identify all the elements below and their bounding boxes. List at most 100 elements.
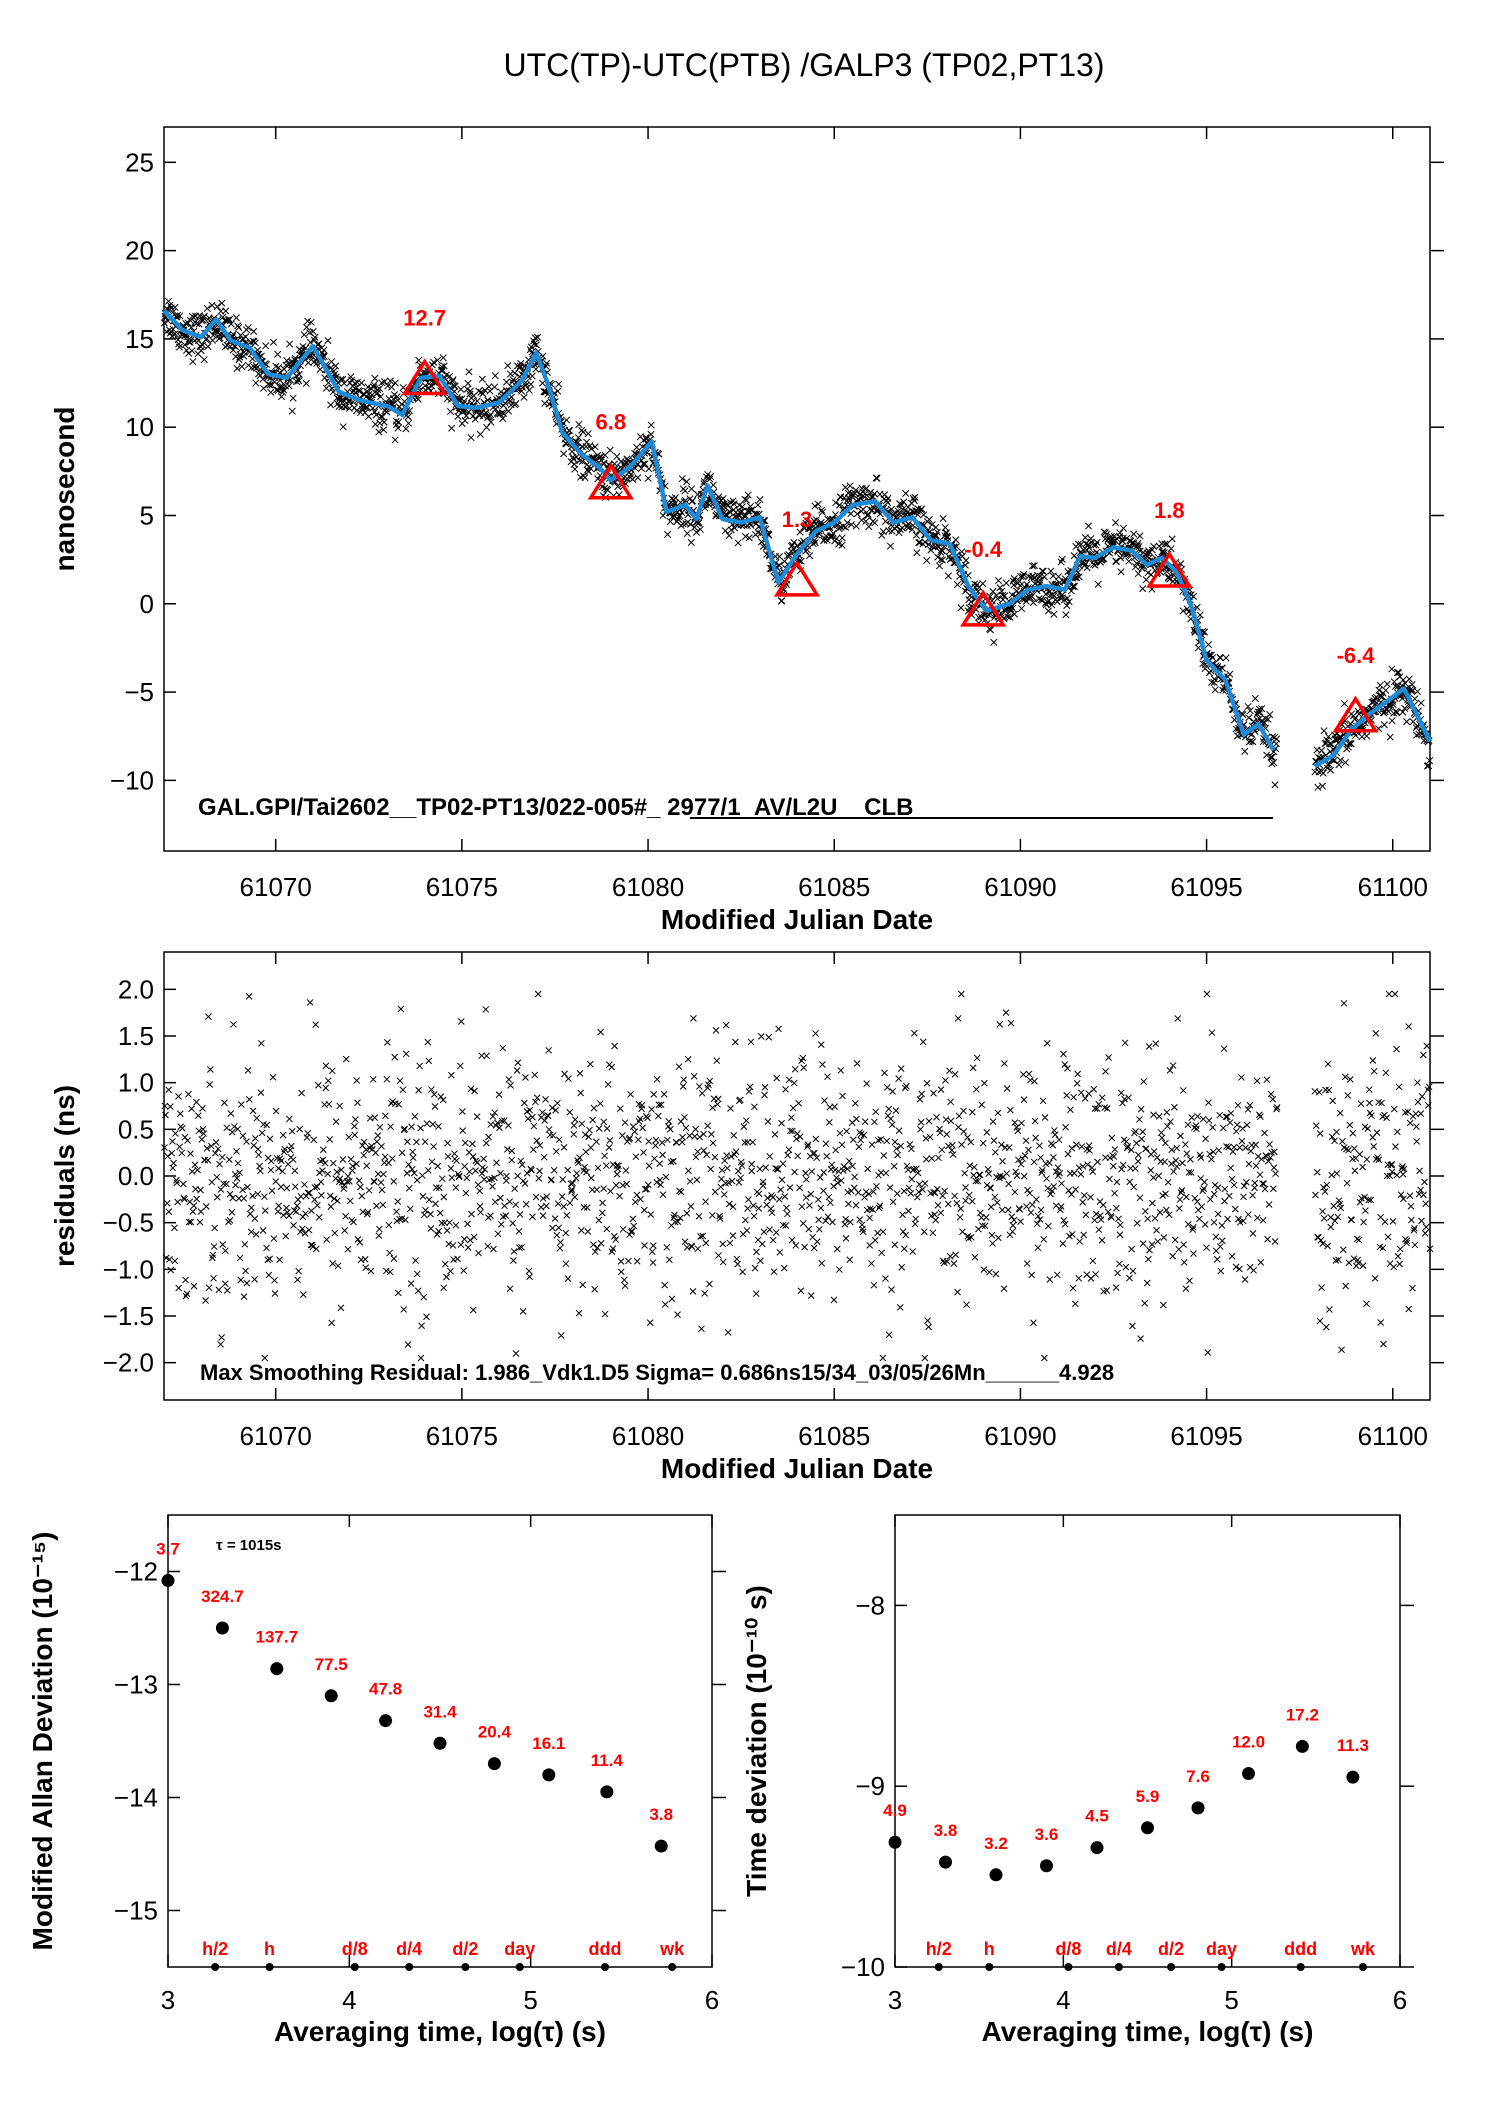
data-point [370, 381, 378, 389]
residual-point [668, 1295, 676, 1303]
residual-point [784, 1151, 792, 1159]
residual-point [1116, 1221, 1124, 1229]
residual-point [294, 1276, 301, 1284]
y-tick-label: −10 [110, 765, 154, 795]
data-point [1144, 569, 1152, 577]
residual-point [427, 1225, 435, 1232]
data-point [967, 598, 975, 606]
residual-point [214, 1145, 222, 1153]
residual-point [922, 1155, 930, 1163]
residual-point [901, 1084, 909, 1092]
data-point [1050, 610, 1058, 618]
time-marker-label: wk [659, 1939, 685, 1959]
residual-point [302, 1210, 309, 1218]
residual-point [494, 1119, 501, 1127]
y-axis-label: Modified Allan Deviation (10⁻¹⁵) [27, 1532, 58, 1951]
y-axis-label: Time deviation (10⁻¹⁰ s) [741, 1585, 772, 1897]
residual-point [844, 1188, 852, 1196]
data-point [266, 381, 274, 389]
residual-point [1076, 1238, 1084, 1245]
data-point [555, 380, 563, 388]
residual-point [243, 1279, 251, 1287]
residual-point [1236, 1265, 1243, 1273]
residual-point [398, 1149, 406, 1157]
data-point [515, 364, 523, 372]
data-point [818, 508, 826, 516]
data-point [267, 388, 275, 396]
data-point [363, 387, 371, 396]
residual-point [1270, 1164, 1278, 1171]
data-point [384, 382, 392, 390]
x-tick-label: 61075 [426, 1421, 498, 1451]
residual-point [802, 1169, 809, 1177]
residual-point [453, 1157, 460, 1165]
residual-point [983, 1129, 991, 1136]
residual-point [658, 1139, 666, 1146]
data-point [204, 343, 212, 351]
residual-point [1005, 1180, 1012, 1188]
time-marker-label: day [504, 1939, 535, 1959]
residual-point [454, 1255, 461, 1263]
residual-point [245, 993, 253, 1000]
data-point [925, 515, 933, 524]
residual-point [603, 1225, 611, 1233]
residual-point [625, 1257, 632, 1265]
residual-point [295, 1267, 303, 1275]
residual-point [1003, 1085, 1011, 1092]
residual-point [1054, 1164, 1062, 1172]
residual-point [563, 1212, 571, 1219]
residual-point [851, 1173, 858, 1181]
marker-value-label: -6.4 [1337, 643, 1376, 668]
residual-point [816, 1225, 823, 1233]
residual-point [1389, 1218, 1397, 1225]
time-marker-label: h [984, 1939, 995, 1959]
data-point [678, 475, 686, 483]
data-point [200, 312, 208, 320]
data-point [1160, 549, 1168, 557]
residual-point [1148, 1199, 1156, 1207]
data-point [852, 522, 860, 530]
residual-point [620, 1276, 628, 1284]
residual-point [414, 1287, 422, 1295]
residual-point [998, 1141, 1005, 1149]
data-point [188, 347, 196, 355]
residual-point [1134, 1157, 1142, 1165]
residual-point [860, 1131, 868, 1139]
data-point [309, 327, 317, 335]
residual-point [613, 1170, 621, 1178]
data-point [575, 420, 583, 428]
residual-point [981, 1222, 989, 1230]
residual-point [716, 1215, 724, 1222]
residual-point [785, 1146, 793, 1154]
y-tick-label: 1.5 [118, 1021, 154, 1051]
residual-point [408, 1166, 416, 1173]
residual-point [1040, 1235, 1048, 1243]
residual-point [430, 1091, 438, 1098]
residual-point [543, 1193, 551, 1200]
residual-point [769, 1194, 777, 1201]
fit-curve [162, 309, 1276, 752]
residual-point [666, 1125, 674, 1133]
residual-point [1043, 1175, 1050, 1182]
residual-point [583, 1204, 591, 1211]
residual-point [1209, 1148, 1217, 1156]
residual-point [509, 1219, 517, 1227]
residual-point [1108, 1213, 1115, 1221]
residual-point [211, 1149, 219, 1157]
residual-point [1059, 1240, 1067, 1247]
residual-point [390, 1178, 398, 1185]
data-point [380, 426, 388, 434]
point-value-label: 3.6 [1035, 1825, 1059, 1844]
plot-frame [894, 1514, 1401, 1968]
residual-point [638, 1101, 646, 1109]
residual-point [719, 1240, 727, 1248]
residual-point [394, 1198, 402, 1205]
residual-point [738, 1162, 746, 1169]
residual-point [461, 1139, 469, 1147]
residual-point [515, 1227, 523, 1235]
residual-point [1406, 1119, 1414, 1127]
data-point [838, 541, 846, 549]
data-point [1403, 718, 1411, 726]
residual-point [756, 1165, 764, 1173]
residual-point [694, 1245, 702, 1253]
